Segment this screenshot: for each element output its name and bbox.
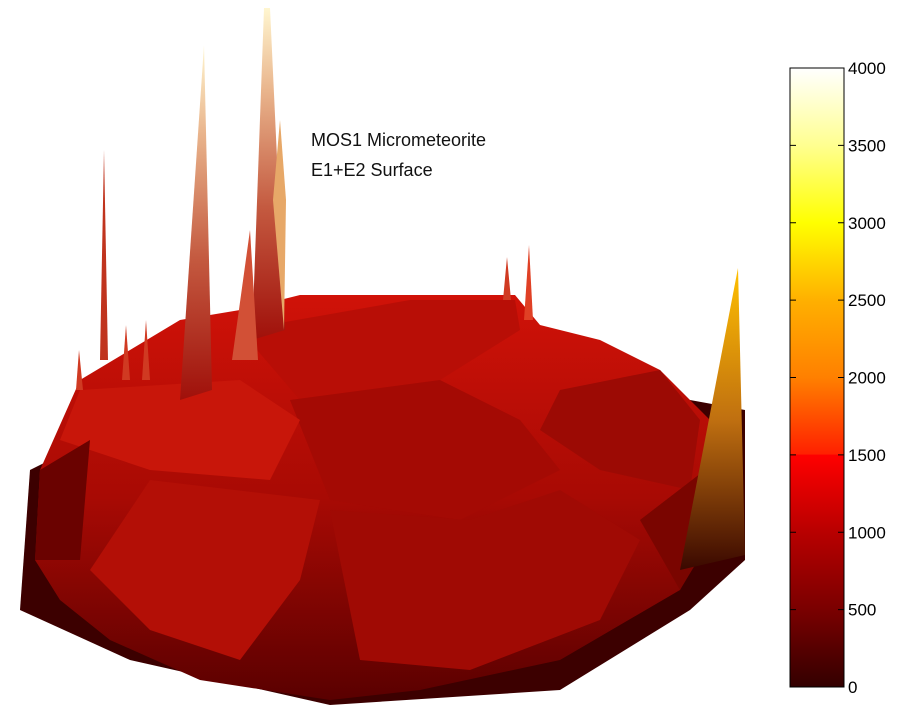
colorbar-tick-label: 2000 bbox=[848, 369, 886, 388]
surface-spike bbox=[252, 8, 285, 340]
colorbar-tick-label: 4000 bbox=[848, 59, 886, 78]
colorbar: 0 500 1000 1500 2000 2500 3000 3500 4000 bbox=[789, 59, 886, 697]
surface-spike bbox=[100, 150, 108, 360]
colorbar-tick-label: 1500 bbox=[848, 446, 886, 465]
colorbar-ticks: 0 500 1000 1500 2000 2500 3000 3500 4000 bbox=[790, 59, 886, 697]
colorbar-tick-label: 0 bbox=[848, 678, 857, 697]
colorbar-tick-label: 3500 bbox=[848, 136, 886, 155]
surface-spike bbox=[180, 45, 212, 400]
surface-right-wedge bbox=[680, 268, 745, 570]
colorbar-tick-label: 2500 bbox=[848, 291, 886, 310]
annotation-line-2: E1+E2 Surface bbox=[311, 160, 433, 180]
colorbar-tick-label: 3000 bbox=[848, 214, 886, 233]
colorbar-tick-label: 500 bbox=[848, 601, 876, 620]
colorbar-tick-label: 1000 bbox=[848, 523, 886, 542]
surface-plot bbox=[20, 8, 745, 705]
colorbar-gradient bbox=[789, 67, 845, 688]
annotation-line-1: MOS1 Micrometeorite bbox=[311, 130, 486, 150]
